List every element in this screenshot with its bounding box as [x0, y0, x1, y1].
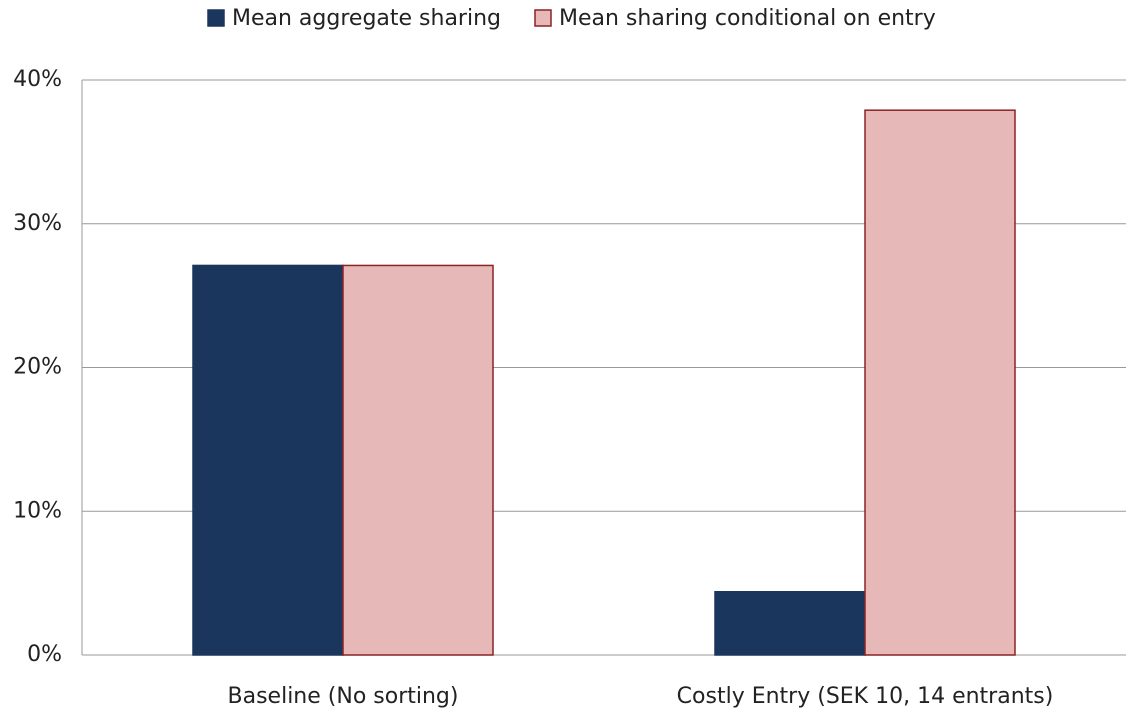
legend-label: Mean sharing conditional on entry — [559, 6, 936, 31]
bar — [342, 264, 494, 656]
y-tick-label: 40% — [13, 67, 62, 92]
bar — [714, 591, 866, 656]
legend-label: Mean aggregate sharing — [232, 6, 501, 31]
y-tick-label: 30% — [13, 211, 62, 236]
y-tick-label: 0% — [27, 642, 62, 667]
bar — [864, 109, 1016, 656]
x-tick-label: Costly Entry (SEK 10, 14 entrants) — [677, 684, 1054, 709]
y-tick-label: 10% — [13, 498, 62, 523]
x-tick-label: Baseline (No sorting) — [228, 684, 459, 709]
legend-swatch — [207, 9, 225, 27]
y-tick-label: 20% — [13, 355, 62, 380]
legend-swatch — [534, 9, 552, 27]
bar — [192, 264, 344, 656]
